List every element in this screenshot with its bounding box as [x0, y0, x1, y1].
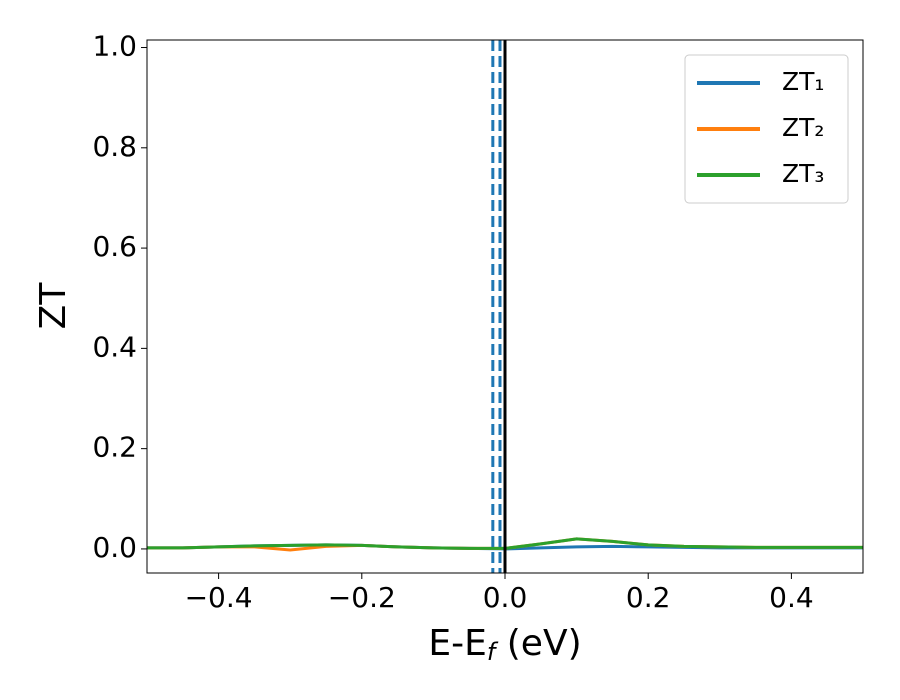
plot-frame [146, 39, 864, 574]
legend-label: ZT₂ [782, 113, 824, 142]
y-tick-label: 0.2 [92, 431, 137, 464]
x-label-part: E-E [428, 623, 486, 664]
legend-label: ZT₁ [782, 67, 824, 96]
x-tick-label: 0.2 [626, 581, 671, 614]
x-tick-label: −0.2 [328, 581, 396, 614]
x-axis-label: E-Ef (eV) [428, 623, 581, 666]
y-tick-label: 0.8 [92, 130, 137, 163]
y-tick-label: 0.4 [92, 330, 137, 363]
legend-label: ZT₃ [782, 159, 824, 188]
y-tick-label: 0.6 [92, 230, 137, 263]
x-tick-label: −0.4 [185, 581, 253, 614]
y-tick-label: 0.0 [92, 531, 137, 564]
x-label-part: (eV) [495, 623, 581, 664]
y-axis-label: ZT [33, 282, 74, 330]
x-tick-label: 0.0 [483, 581, 528, 614]
x-tick-label: 0.4 [769, 581, 814, 614]
y-tick-label: 1.0 [92, 30, 137, 63]
legend-box [684, 54, 849, 204]
